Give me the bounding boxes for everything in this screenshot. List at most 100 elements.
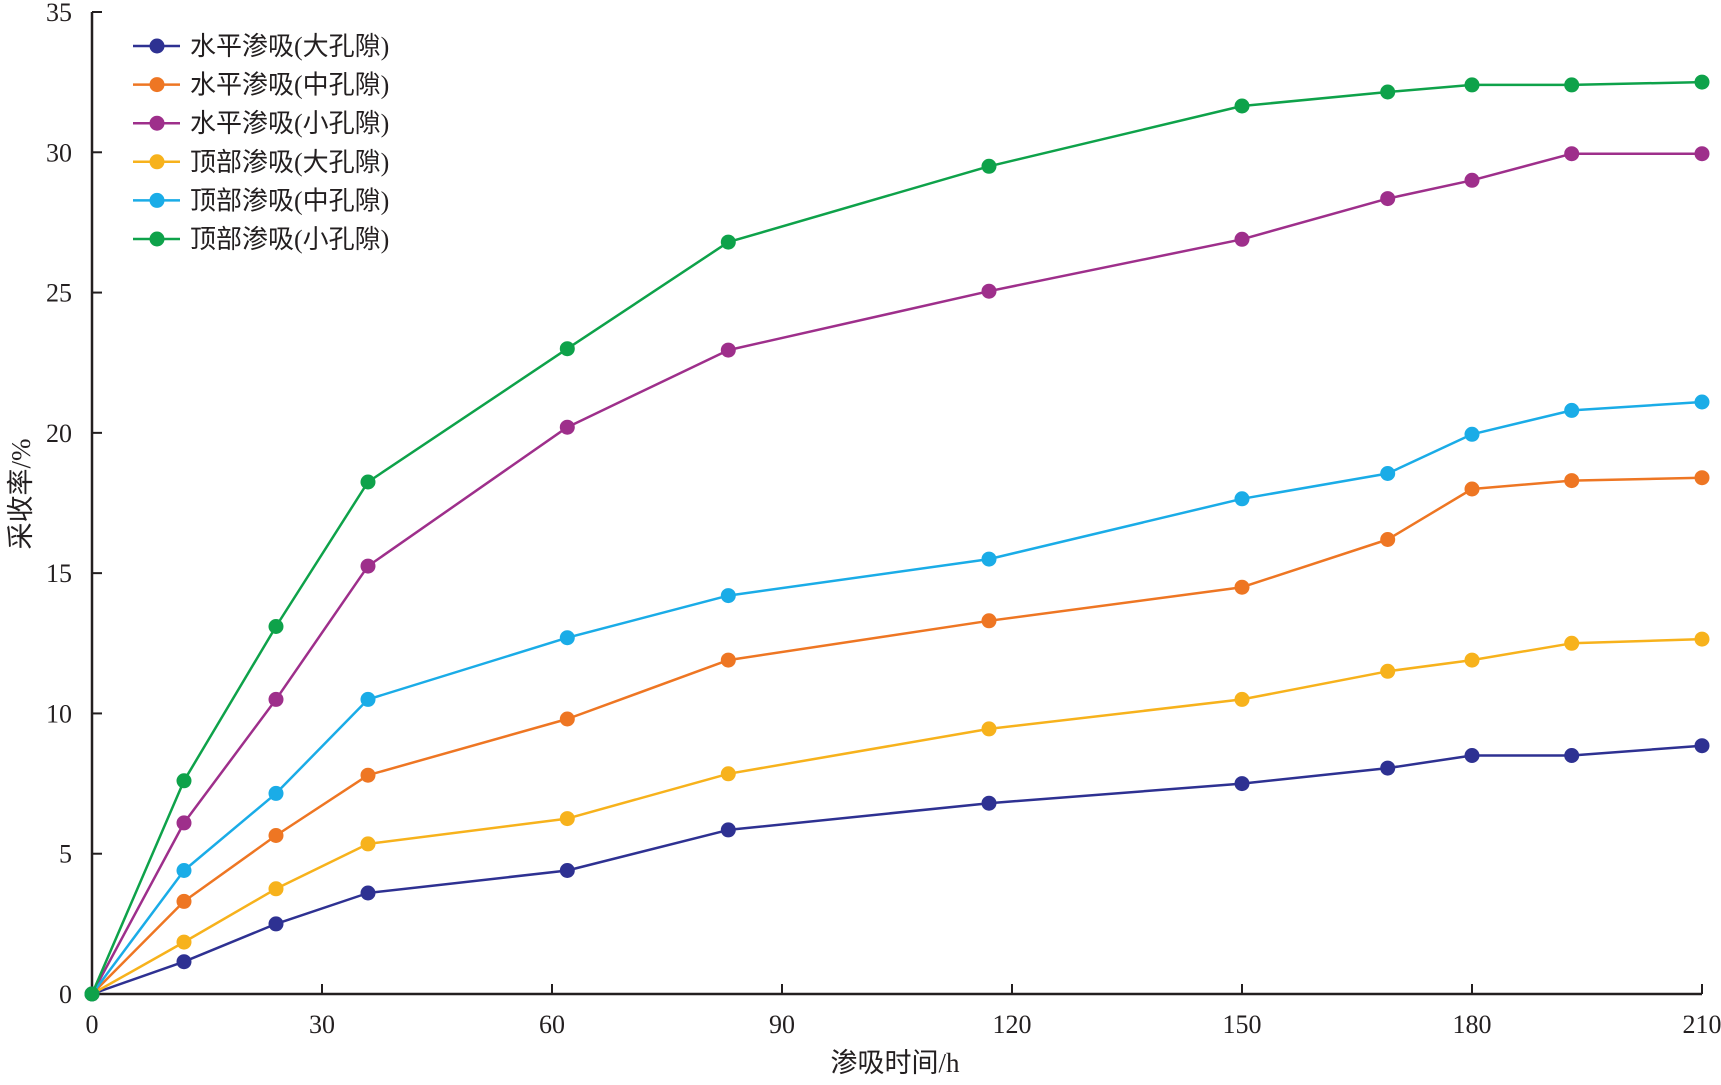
data-point xyxy=(982,552,997,567)
data-point xyxy=(1380,761,1395,776)
legend-marker xyxy=(150,116,165,131)
data-point xyxy=(1380,532,1395,547)
y-axis-title: 采收率/% xyxy=(6,439,36,550)
legend-marker xyxy=(150,193,165,208)
data-point xyxy=(269,828,284,843)
data-point xyxy=(982,796,997,811)
data-point xyxy=(269,916,284,931)
legend-item: 水平渗吸(大孔隙) xyxy=(133,32,389,61)
data-point xyxy=(1695,470,1710,485)
data-point xyxy=(269,692,284,707)
data-point xyxy=(560,863,575,878)
y-tick-label: 35 xyxy=(46,0,72,27)
legend-item: 顶部渗吸(中孔隙) xyxy=(133,186,389,215)
data-point xyxy=(721,343,736,358)
data-point xyxy=(721,822,736,837)
data-point xyxy=(1695,146,1710,161)
data-point xyxy=(721,588,736,603)
y-tick-label: 30 xyxy=(46,138,72,167)
series-2 xyxy=(85,470,1710,1001)
data-point xyxy=(177,773,192,788)
data-point xyxy=(1564,748,1579,763)
data-point xyxy=(85,987,100,1002)
data-point xyxy=(361,692,376,707)
data-point xyxy=(361,768,376,783)
data-point xyxy=(1564,77,1579,92)
data-point xyxy=(560,811,575,826)
data-point xyxy=(721,766,736,781)
x-tick-label: 120 xyxy=(993,1010,1032,1039)
data-point xyxy=(1380,85,1395,100)
data-point xyxy=(177,863,192,878)
data-point xyxy=(560,630,575,645)
y-tick-label: 0 xyxy=(59,980,72,1009)
data-point xyxy=(361,836,376,851)
data-point xyxy=(1235,491,1250,506)
legend-marker xyxy=(150,232,165,247)
y-tick-label: 5 xyxy=(59,840,72,869)
legend-item: 顶部渗吸(大孔隙) xyxy=(133,148,389,177)
data-point xyxy=(1235,99,1250,114)
data-point xyxy=(982,159,997,174)
data-point xyxy=(1465,427,1480,442)
legend-label: 顶部渗吸(小孔隙) xyxy=(190,225,389,254)
data-point xyxy=(1465,653,1480,668)
series-3 xyxy=(85,146,1710,1001)
x-tick-label: 90 xyxy=(769,1010,795,1039)
data-point xyxy=(1465,77,1480,92)
y-tick-label: 20 xyxy=(46,419,72,448)
data-point xyxy=(1465,173,1480,188)
data-point xyxy=(177,935,192,950)
y-tick-label: 10 xyxy=(46,699,72,728)
data-point xyxy=(361,475,376,490)
series-line xyxy=(92,639,1702,994)
legend-marker xyxy=(150,154,165,169)
data-point xyxy=(1695,395,1710,410)
data-point xyxy=(560,341,575,356)
legend-label: 顶部渗吸(大孔隙) xyxy=(190,148,389,177)
legend-label: 水平渗吸(小孔隙) xyxy=(190,109,389,138)
data-point xyxy=(177,954,192,969)
legend-item: 水平渗吸(小孔隙) xyxy=(133,109,389,138)
data-point xyxy=(269,786,284,801)
series-1 xyxy=(85,738,1710,1001)
data-point xyxy=(1564,636,1579,651)
data-point xyxy=(269,881,284,896)
data-point xyxy=(1235,776,1250,791)
data-point xyxy=(1465,748,1480,763)
data-point xyxy=(1235,232,1250,247)
data-point xyxy=(721,653,736,668)
data-point xyxy=(721,235,736,250)
x-tick-label: 60 xyxy=(539,1010,565,1039)
data-point xyxy=(560,712,575,727)
data-point xyxy=(982,721,997,736)
series-4 xyxy=(85,632,1710,1002)
data-point xyxy=(1235,580,1250,595)
legend: 水平渗吸(大孔隙) 水平渗吸(中孔隙) 水平渗吸(小孔隙) 顶部渗吸(大孔隙) 顶部渗吸… xyxy=(133,32,389,254)
data-point xyxy=(982,284,997,299)
data-point xyxy=(1465,482,1480,497)
series-line xyxy=(92,154,1702,994)
legend-label: 水平渗吸(大孔隙) xyxy=(190,32,389,61)
data-point xyxy=(560,420,575,435)
data-point xyxy=(269,619,284,634)
data-point xyxy=(177,815,192,830)
y-tick-label: 25 xyxy=(46,279,72,308)
x-tick-label: 30 xyxy=(309,1010,335,1039)
data-point xyxy=(1235,692,1250,707)
legend-label: 水平渗吸(中孔隙) xyxy=(190,71,389,100)
x-axis-title: 渗吸时间/h xyxy=(830,1048,960,1078)
data-point xyxy=(1564,473,1579,488)
data-point xyxy=(177,894,192,909)
legend-item: 顶部渗吸(小孔隙) xyxy=(133,225,389,254)
data-point xyxy=(1564,403,1579,418)
x-tick-label: 180 xyxy=(1453,1010,1492,1039)
data-point xyxy=(1380,664,1395,679)
legend-marker xyxy=(150,77,165,92)
data-point xyxy=(1380,191,1395,206)
x-tick-label: 210 xyxy=(1683,1010,1721,1039)
data-point xyxy=(982,613,997,628)
x-tick-label: 150 xyxy=(1223,1010,1262,1039)
